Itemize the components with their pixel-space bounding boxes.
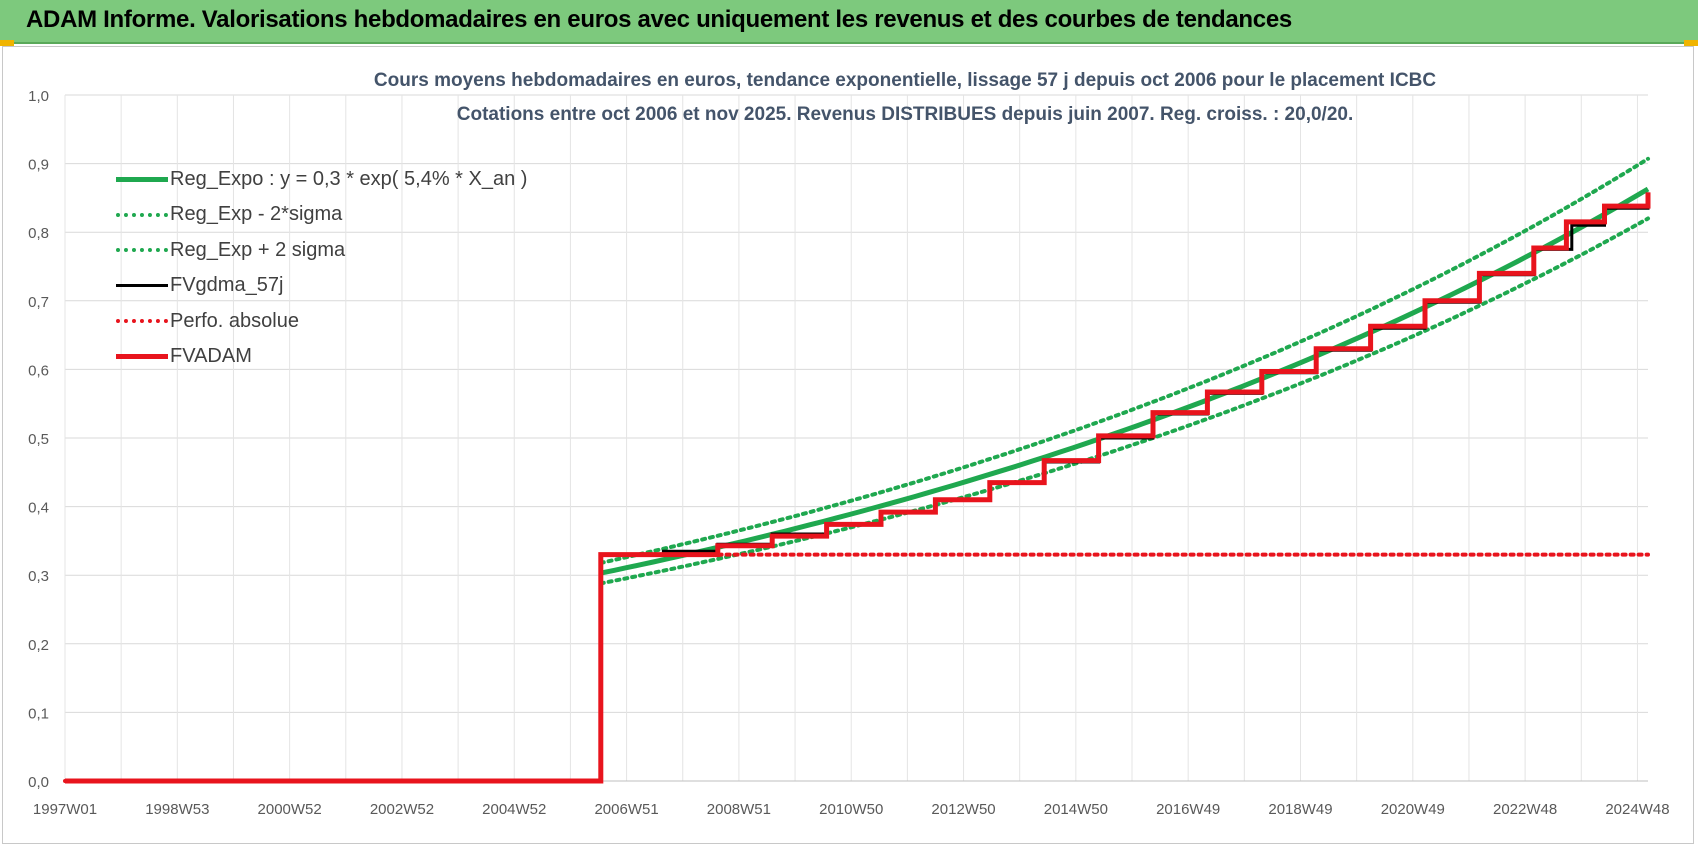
x-tick-label: 2002W52 [370,801,434,818]
y-tick-label: 0,0 [28,774,49,791]
y-tick-label: 0,8 [28,225,49,242]
legend-label: Reg_Exp - 2*sigma [170,203,343,225]
series-line-perfo [63,552,1650,783]
x-tick-label: 2004W52 [482,801,546,818]
y-axis-ticks: 0,0 0,1 0,2 0,3 0,4 0,5 0,6 0,7 0,8 0,9 1,0 [28,88,49,791]
series-line-fvgdma_57j [65,192,1650,783]
legend-swatch [116,212,168,217]
legend-swatch [116,354,168,359]
y-tick-label: 0,5 [28,431,49,448]
chart-title: Cours moyens hebdomadaires en euros, ten… [373,70,1437,91]
x-tick-label: 1997W01 [33,801,97,818]
y-tick-label: 0,4 [28,500,49,517]
legend-swatch [116,248,168,252]
report-title: ADAM Informe. Valorisations hebdomadaire… [26,6,1292,33]
x-tick-label: 2000W52 [258,801,322,818]
x-tick-label: 2018W49 [1268,801,1332,818]
series-line-reg_expo [600,186,1650,576]
chart-frame [2,46,1694,844]
x-tick-label: 2006W51 [594,801,658,818]
y-tick-label: 0,1 [28,705,49,722]
x-tick-label: 1998W53 [145,801,209,818]
legend-item: Reg_Exp + 2 sigma [116,235,345,265]
legend-label: FVADAM [170,345,252,367]
legend-item: FVADAM [116,342,252,372]
chart-series [63,156,1651,784]
x-tick-label: 2012W50 [931,801,995,818]
x-tick-label: 2024W48 [1605,801,1669,818]
legend-label: Reg_Exp + 2 sigma [170,238,346,261]
legend-swatch [116,319,168,323]
chart-subtitle: Cotations entre oct 2006 et nov 2025. Re… [456,104,1354,125]
legend-label: Reg_Expo : y = 0,3 * exp( 5,4% * X_an ) [170,167,528,190]
x-axis-ticks: 1997W01 1998W53 2000W52 2002W52 2004W52 2006W… [33,801,1670,818]
corner-marker [1684,40,1698,46]
x-tick-label: 2014W50 [1044,801,1108,818]
legend-label: Perfo. absolue [170,309,299,332]
legend-label: FVgdma_57j [170,274,284,296]
y-tick-label: 0,7 [28,294,49,311]
report-banner: ADAM Informe. Valorisations hebdomadaire… [0,0,1698,44]
legend-item: Reg_Exp - 2*sigma [116,200,342,230]
legend-item: Perfo. absolue [116,306,299,336]
x-tick-label: 2020W49 [1381,801,1445,818]
series-line-reg_exp [598,156,1650,565]
y-tick-label: 0,6 [28,362,49,379]
x-tick-label: 2016W49 [1156,801,1220,818]
series-line-reg_exp [598,216,1650,586]
chart-grid [64,94,1648,782]
x-tick-label: 2010W50 [819,801,883,818]
series-line-fvadam [65,192,1651,784]
x-tick-label: 2008W51 [707,801,771,818]
legend-swatch [116,284,168,287]
y-tick-label: 0,2 [28,637,49,654]
legend-item: FVgdma_57j [116,271,283,301]
y-tick-label: 0,3 [28,568,49,585]
x-tick-label: 2022W48 [1493,801,1557,818]
corner-marker [0,40,14,46]
y-tick-label: 1,0 [28,88,49,105]
y-tick-label: 0,9 [28,157,49,174]
legend-swatch [116,176,168,182]
legend-item: Reg_Expo : y = 0,3 * exp( 5,4% * X_an ) [116,164,527,194]
